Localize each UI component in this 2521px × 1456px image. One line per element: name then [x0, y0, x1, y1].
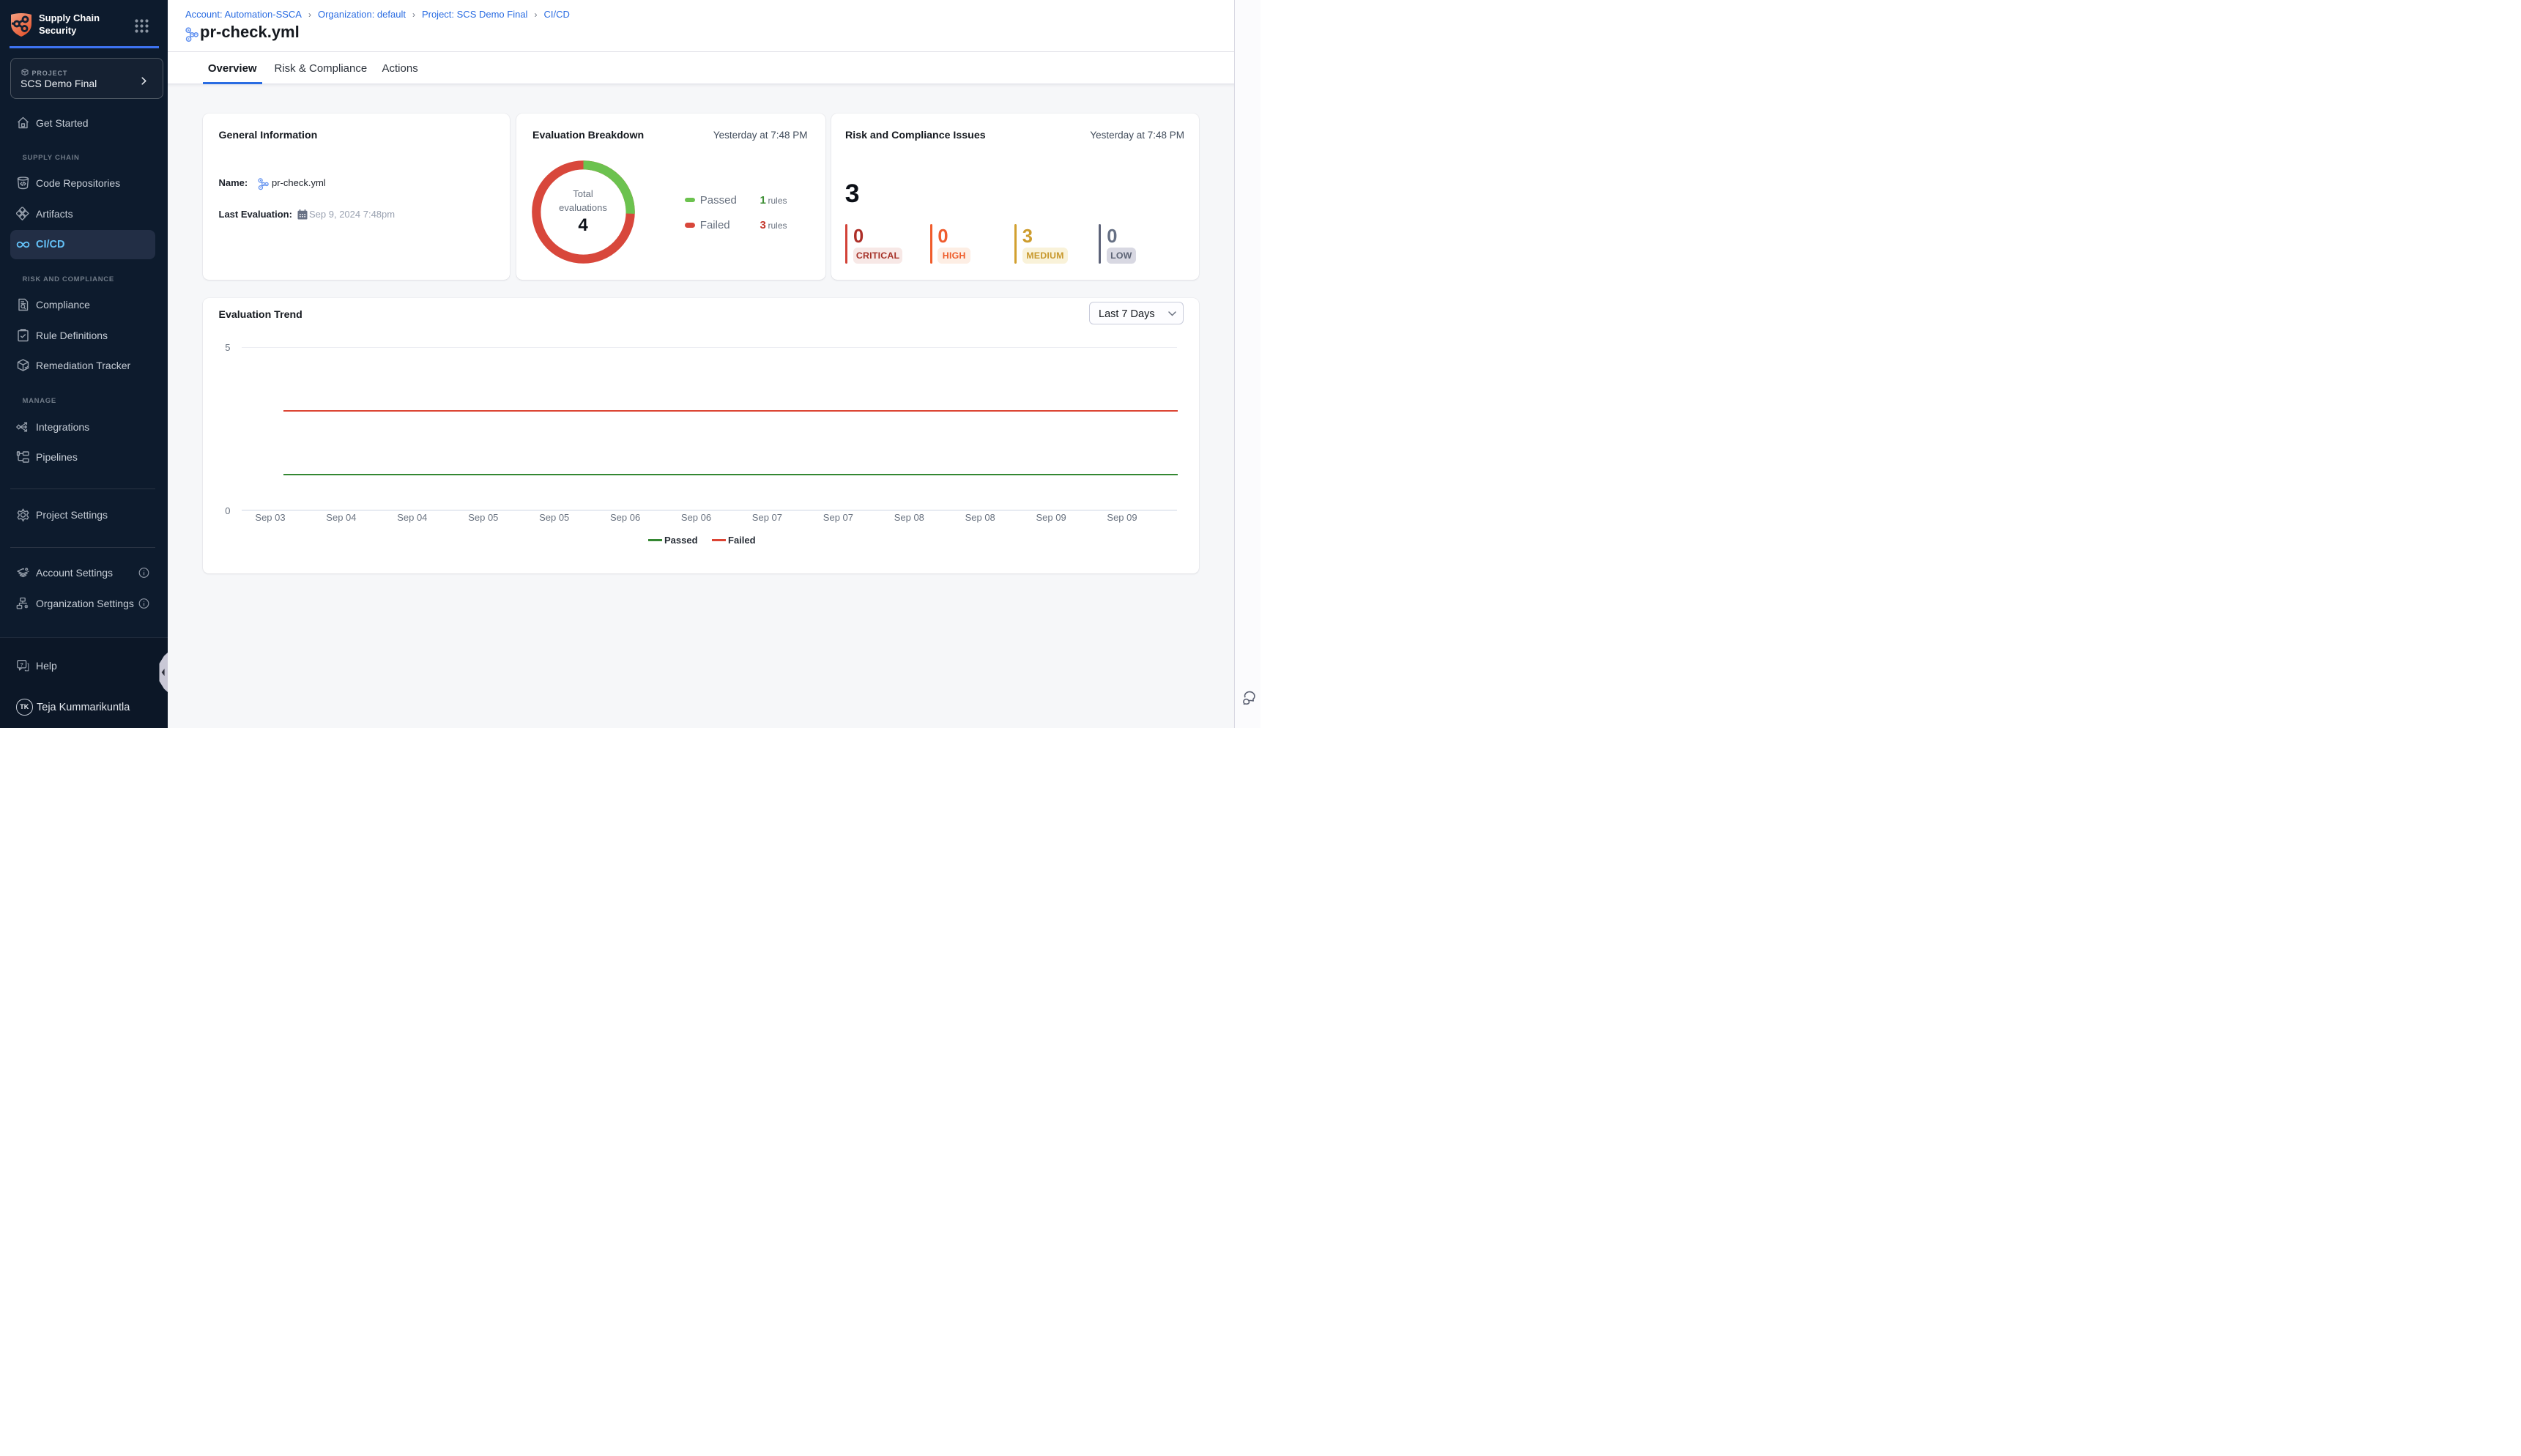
svg-text:?: ?	[20, 661, 23, 668]
